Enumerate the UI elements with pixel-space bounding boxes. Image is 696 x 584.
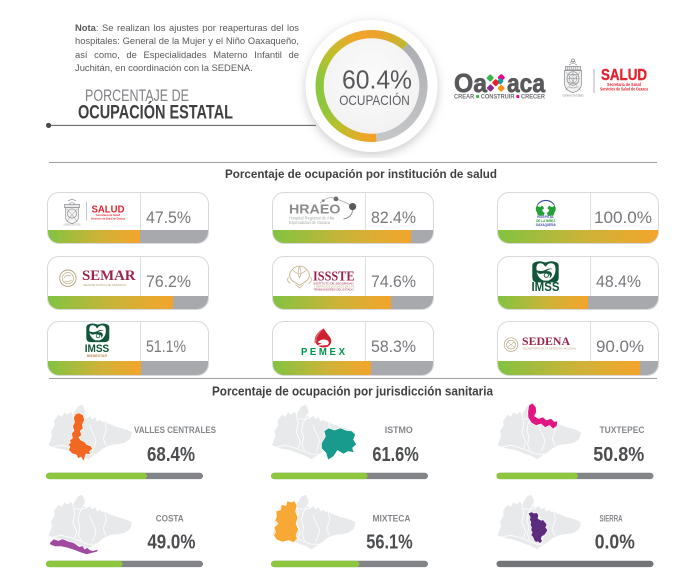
- svg-text:51.1%: 51.1%: [146, 337, 186, 356]
- svg-text:0.0%: 0.0%: [595, 531, 635, 554]
- svg-text:100.0%: 100.0%: [594, 208, 652, 227]
- svg-text:49.0%: 49.0%: [147, 531, 195, 554]
- svg-text:Hospital Regional de Alta: Hospital Regional de Alta: [289, 215, 335, 220]
- svg-text:IMSS: IMSS: [531, 280, 559, 294]
- svg-text:58.3%: 58.3%: [371, 337, 416, 356]
- svg-text:74.6%: 74.6%: [371, 272, 416, 291]
- svg-text:Servicios de Salud de Oaxaca: Servicios de Salud de Oaxaca: [91, 216, 125, 220]
- svg-text:SALUD: SALUD: [601, 67, 647, 84]
- svg-text:aca: aca: [507, 68, 545, 98]
- svg-text:76.2%: 76.2%: [146, 272, 191, 291]
- svg-text:SIERRA: SIERRA: [600, 514, 623, 524]
- svg-text:CREAR ■ CONSTRUIR ■ CRECER: CREAR ■ CONSTRUIR ■ CRECER: [454, 94, 545, 101]
- svg-text:47.5%: 47.5%: [146, 208, 191, 227]
- svg-text:P E M E X: P E M E X: [301, 347, 345, 358]
- svg-text:HOSPITAL: HOSPITAL: [537, 215, 554, 219]
- svg-text:82.4%: 82.4%: [371, 208, 416, 227]
- svg-text:TRABAJADORES DEL ESTADO: TRABAJADORES DEL ESTADO: [314, 287, 354, 291]
- svg-text:SEMAR: SEMAR: [82, 268, 136, 284]
- svg-text:GOBIERNO DEL ESTADO: GOBIERNO DEL ESTADO: [64, 222, 81, 226]
- svg-text:Especialidad de Oaxaca: Especialidad de Oaxaca: [289, 220, 331, 225]
- svg-text:Y SERVICIOS SOCIALES DE LOS: Y SERVICIOS SOCIALES DE LOS: [314, 284, 355, 288]
- svg-text:SALUD: SALUD: [92, 203, 125, 215]
- svg-text:IMSS: IMSS: [85, 343, 110, 355]
- svg-text:Secretaría de Salud: Secretaría de Salud: [607, 82, 641, 87]
- svg-text:Gobierno del Estado: Gobierno del Estado: [563, 94, 584, 98]
- svg-text:VALLES CENTRALES: VALLES CENTRALES: [134, 425, 216, 435]
- svg-text:SECRETARÍA DE LA DEFENSA NACIO: SECRETARÍA DE LA DEFENSA NACIONAL: [522, 347, 576, 351]
- svg-text:50.8%: 50.8%: [593, 443, 644, 466]
- svg-text:Servicios de Salud de Oaxaca: Servicios de Salud de Oaxaca: [600, 87, 649, 92]
- svg-text:SEDENA: SEDENA: [522, 334, 570, 348]
- svg-text:COSTA: COSTA: [156, 514, 184, 524]
- svg-text:ISTMO: ISTMO: [385, 425, 413, 435]
- svg-text:BIENESTAR: BIENESTAR: [87, 354, 107, 358]
- svg-text:48.4%: 48.4%: [596, 272, 641, 291]
- svg-text:68.4%: 68.4%: [147, 443, 195, 466]
- svg-text:Secretaría de Salud: Secretaría de Salud: [96, 212, 120, 216]
- svg-text:61.6%: 61.6%: [372, 443, 418, 466]
- svg-text:60.4%: 60.4%: [342, 65, 412, 95]
- svg-text:OCUPACIÓN: OCUPACIÓN: [339, 92, 410, 108]
- svg-text:ISSSTE: ISSSTE: [313, 269, 355, 284]
- svg-text:TUXTEPEC: TUXTEPEC: [600, 425, 645, 435]
- svg-text:SECRETARÍA DE MARINA: SECRETARÍA DE MARINA: [83, 283, 126, 287]
- svg-text:HRAEO: HRAEO: [289, 201, 340, 216]
- svg-text:Oa: Oa: [454, 68, 488, 98]
- svg-text:INSTITUTO DE SEGURIDAD: INSTITUTO DE SEGURIDAD: [314, 281, 354, 285]
- svg-text:56.1%: 56.1%: [366, 531, 412, 554]
- svg-text:OAXAQUEÑA: OAXAQUEÑA: [535, 221, 556, 226]
- svg-text:MIXTECA: MIXTECA: [373, 514, 411, 524]
- svg-text:DE LA NIÑEZ: DE LA NIÑEZ: [536, 218, 555, 223]
- svg-text:90.0%: 90.0%: [596, 337, 644, 356]
